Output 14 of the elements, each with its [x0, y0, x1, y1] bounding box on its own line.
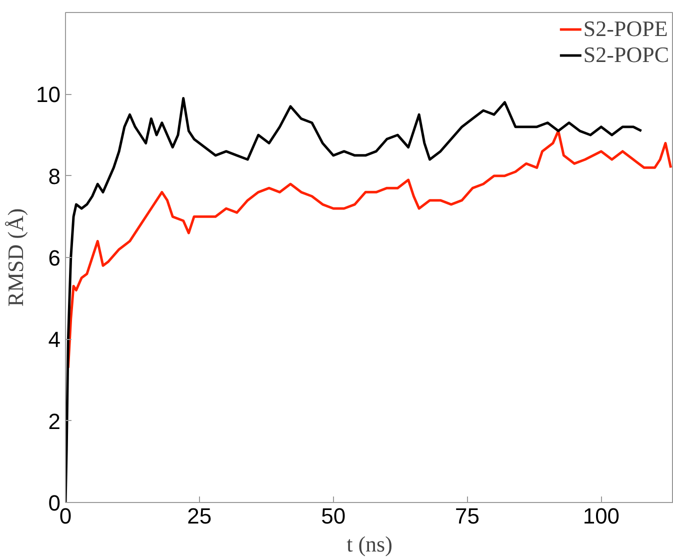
y-tick-label: 10: [36, 82, 61, 108]
y-tick-label: 6: [48, 246, 61, 270]
y-tick-label: 4: [48, 327, 61, 352]
legend-label: S2-POPE: [583, 16, 668, 42]
line-series: [66, 130, 672, 369]
y-tick-label: 8: [48, 164, 61, 189]
x-axis-title: t (ns): [346, 532, 392, 556]
y-tick-label: 2: [48, 408, 61, 434]
x-tick-label: 75: [455, 504, 480, 528]
y-axis-title: RMSD (Å): [3, 208, 28, 307]
x-tick-label: 50: [321, 504, 346, 528]
x-tick-label: 25: [187, 504, 212, 528]
x-tick-label: 100: [582, 504, 620, 528]
legend-label: S2-POPC: [583, 42, 669, 68]
